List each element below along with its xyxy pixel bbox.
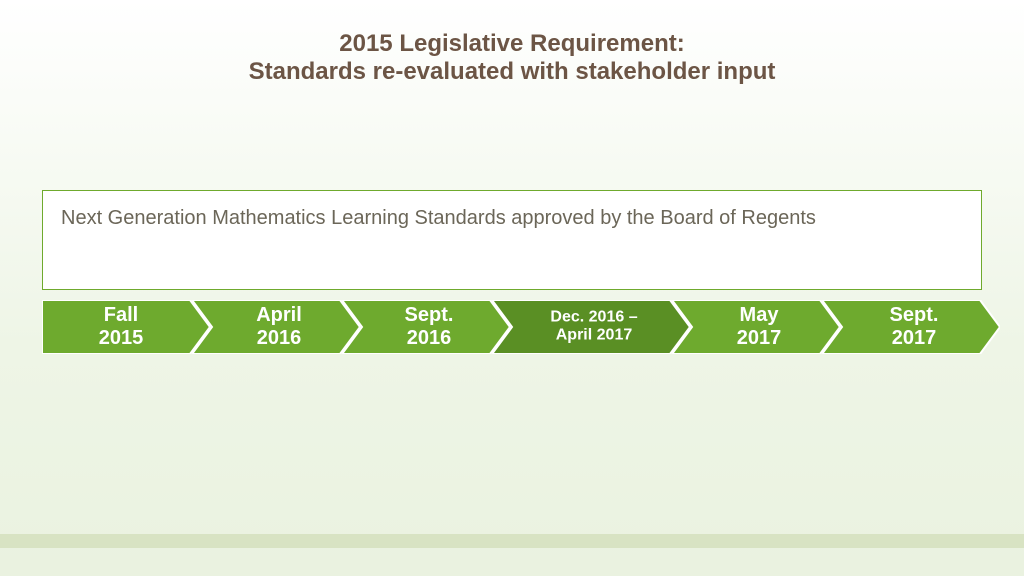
timeline-step-label: Fall2015 <box>42 304 210 350</box>
timeline-step: Sept.2017 <box>822 300 1000 354</box>
timeline-step: April2016 <box>192 300 360 354</box>
callout-text: Next Generation Mathematics Learning Sta… <box>61 205 963 232</box>
timeline-step-label: May2017 <box>672 304 840 350</box>
timeline-step: Dec. 2016 –April 2017 <box>492 300 690 354</box>
timeline-step-label: Sept.2017 <box>822 304 1000 350</box>
footer-bar <box>0 534 1024 548</box>
timeline-step-label: April2016 <box>192 304 360 350</box>
timeline: Fall2015April2016Sept.2016Dec. 2016 –Apr… <box>42 300 1002 354</box>
slide-title: 2015 Legislative Requirement: Standards … <box>0 30 1024 86</box>
timeline-step-label: Dec. 2016 –April 2017 <box>492 309 690 346</box>
callout-box: Next Generation Mathematics Learning Sta… <box>42 190 982 290</box>
timeline-step: Fall2015 <box>42 300 210 354</box>
timeline-step-label: Sept.2016 <box>342 304 510 350</box>
title-line-1: 2015 Legislative Requirement: <box>0 30 1024 58</box>
title-line-2: Standards re-evaluated with stakeholder … <box>0 58 1024 86</box>
timeline-step: Sept.2016 <box>342 300 510 354</box>
timeline-step: May2017 <box>672 300 840 354</box>
